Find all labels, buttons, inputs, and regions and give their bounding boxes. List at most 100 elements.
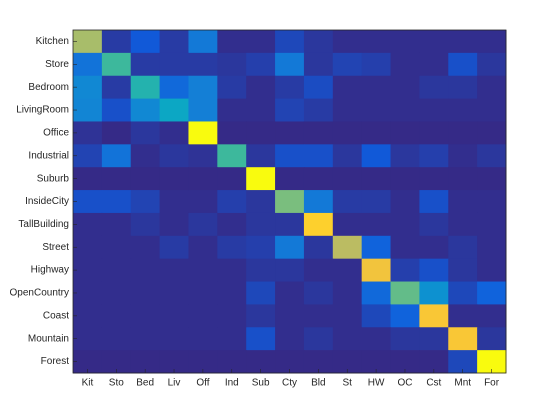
heatmap-cell xyxy=(275,75,305,100)
heatmap-cell xyxy=(188,52,218,77)
heatmap-cell xyxy=(448,304,478,328)
heatmap-cell xyxy=(419,52,449,77)
heatmap-cell xyxy=(159,121,189,145)
heatmap-cell xyxy=(130,52,161,77)
heatmap-cell xyxy=(217,75,247,100)
heatmap-cell xyxy=(390,327,420,351)
heatmap-cell xyxy=(419,350,449,374)
heatmap-cell xyxy=(448,30,478,54)
heatmap-cell xyxy=(332,98,363,122)
heatmap-cell xyxy=(246,30,276,54)
heatmap-cell xyxy=(130,167,161,191)
heatmap-cell xyxy=(332,258,363,283)
y-tick-label: Industrial xyxy=(28,150,69,161)
heatmap-cell xyxy=(332,75,363,100)
heatmap-cell xyxy=(332,235,363,260)
heatmap-cell xyxy=(275,258,305,283)
heatmap-cell xyxy=(419,190,449,214)
heatmap-cell xyxy=(390,258,420,283)
x-tick-label: Cst xyxy=(426,378,441,389)
heatmap-cell xyxy=(159,30,189,54)
heatmap-cell xyxy=(101,350,132,374)
heatmap-cell xyxy=(275,98,305,122)
heatmap-cell xyxy=(188,212,218,237)
heatmap-cell xyxy=(101,281,132,305)
heatmap-cell xyxy=(159,144,189,168)
heatmap-cell xyxy=(159,281,189,305)
heatmap-cell xyxy=(275,350,305,374)
heatmap-cell xyxy=(448,281,478,305)
heatmap-cell xyxy=(419,121,449,145)
heatmap-cell xyxy=(419,30,449,54)
heatmap-cell xyxy=(448,167,478,191)
heatmap-cell xyxy=(361,258,392,283)
heatmap-cell xyxy=(130,304,161,328)
heatmap-cell xyxy=(477,52,507,77)
y-tick-label: Mountain xyxy=(28,333,69,344)
heatmap-cell xyxy=(419,75,449,100)
heatmap-cell xyxy=(217,258,247,283)
heatmap-cell xyxy=(159,98,189,122)
heatmap-cell xyxy=(130,190,161,214)
x-tick-label: Liv xyxy=(168,378,181,389)
heatmap-cell xyxy=(246,190,276,214)
y-tick-label: Street xyxy=(42,242,69,253)
heatmap-cell xyxy=(73,52,103,77)
heatmap-cell xyxy=(332,30,363,54)
heatmap-cell xyxy=(477,327,507,351)
heatmap-cell xyxy=(101,75,132,100)
heatmap-cell xyxy=(217,350,247,374)
x-tick-label: Sto xyxy=(109,378,124,389)
heatmap-cell xyxy=(130,144,161,168)
heatmap-cell xyxy=(101,327,132,351)
heatmap-cell xyxy=(332,281,363,305)
heatmap-cell xyxy=(246,258,276,283)
heatmap-cell xyxy=(332,190,363,214)
heatmap-cell xyxy=(390,190,420,214)
heatmap-cell xyxy=(477,350,507,374)
heatmap-cell xyxy=(246,98,276,122)
heatmap-cell xyxy=(390,144,420,168)
heatmap-cell xyxy=(73,30,103,54)
heatmap-cell xyxy=(101,235,132,260)
y-tick-label: Suburb xyxy=(37,173,70,184)
heatmap-cell xyxy=(159,350,189,374)
heatmap-cell xyxy=(448,98,478,122)
heatmap-cell xyxy=(361,75,392,100)
heatmap-cell xyxy=(188,235,218,260)
heatmap-cell xyxy=(332,121,363,145)
heatmap-cell xyxy=(159,190,189,214)
heatmap-cell xyxy=(332,304,363,328)
heatmap-cell xyxy=(101,212,132,237)
heatmap-cell xyxy=(275,281,305,305)
y-tick-label: Office xyxy=(43,128,69,139)
heatmap-cell xyxy=(217,98,247,122)
heatmap-cell xyxy=(246,167,276,191)
x-tick-label: Bld xyxy=(311,378,325,389)
x-tick-label: HW xyxy=(368,378,385,389)
heatmap-cell xyxy=(101,30,132,54)
heatmap-cell xyxy=(188,258,218,283)
y-tick-label: LivingRoom xyxy=(16,105,69,116)
heatmap-cell xyxy=(73,98,103,122)
heatmap-cell xyxy=(303,212,334,237)
heatmap-cell xyxy=(159,235,189,260)
heatmap-cell xyxy=(361,30,392,54)
heatmap-cell xyxy=(332,167,363,191)
heatmap-cell xyxy=(130,212,161,237)
heatmap-cell xyxy=(448,121,478,145)
heatmap-cell xyxy=(101,121,132,145)
heatmap-cell xyxy=(361,350,392,374)
heatmap-cell xyxy=(303,327,334,351)
heatmap-cell xyxy=(390,121,420,145)
heatmap-cell xyxy=(448,144,478,168)
heatmap-cell xyxy=(477,75,507,100)
heatmap-cell xyxy=(101,144,132,168)
y-tick-label: Store xyxy=(45,59,69,70)
heatmap-cell xyxy=(275,30,305,54)
heatmap-cell xyxy=(130,327,161,351)
heatmap-cell xyxy=(73,304,103,328)
heatmap-cell xyxy=(159,327,189,351)
heatmap-cell xyxy=(448,258,478,283)
heatmap-cell xyxy=(188,327,218,351)
